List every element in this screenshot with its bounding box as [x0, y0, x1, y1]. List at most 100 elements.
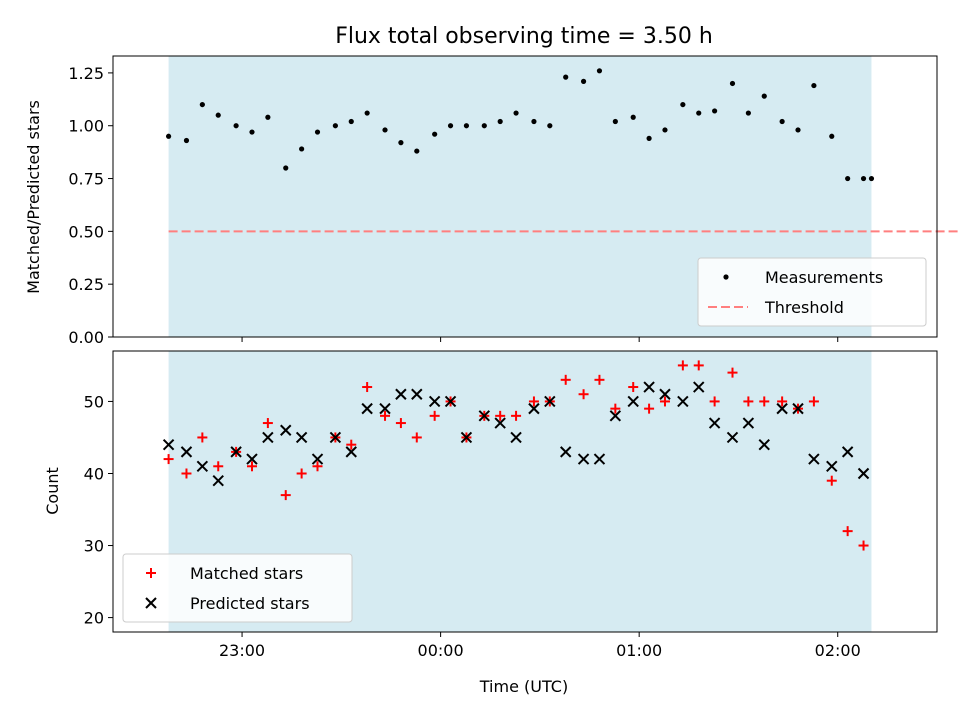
matched-stars-point — [659, 396, 670, 407]
legend-label: Threshold — [764, 298, 844, 317]
predicted-stars-point — [659, 388, 671, 400]
matched-stars-point — [197, 432, 208, 443]
measurement-point — [761, 93, 767, 99]
top-panel: 0.00 0.25 0.50 0.75 1.00 1.25 Matched/Predict… — [24, 55, 960, 347]
predicted-stars-point — [295, 431, 308, 444]
predicted-stars-point — [609, 410, 622, 422]
predicted-stars-point — [460, 431, 473, 444]
y-tick-label: 50 — [84, 392, 104, 411]
predicted-stars-point — [311, 453, 324, 465]
measurement-point — [249, 129, 255, 135]
matched-stars-point — [411, 432, 422, 443]
matched-stars-point — [495, 410, 506, 421]
measurement-point — [233, 123, 239, 129]
matched-stars-point — [693, 360, 704, 371]
predicted-stars-point — [758, 438, 770, 451]
measurement-point — [432, 131, 438, 137]
predicted-stars-point — [478, 410, 491, 422]
predicted-stars-point — [693, 381, 705, 393]
matched-stars-point — [709, 396, 720, 407]
matched-stars-point — [346, 439, 357, 450]
matched-stars-point — [528, 396, 539, 407]
legend-marker — [146, 568, 156, 578]
top-plot-frame — [112, 55, 938, 338]
x-axis-label: Time (UTC) — [479, 677, 568, 696]
top-legend: Measurements Threshold — [697, 257, 927, 327]
matched-stars-point — [246, 461, 257, 472]
measurement-point — [547, 123, 553, 129]
legend-label: Matched stars — [190, 564, 303, 583]
predicted-stars-point — [180, 446, 193, 458]
matched-stars-point — [181, 468, 192, 479]
measurement-point — [364, 110, 370, 116]
measurement-point — [165, 133, 172, 139]
measurement-point — [779, 118, 785, 125]
measurement-point — [745, 110, 751, 116]
predicted-stars-point — [826, 460, 838, 472]
matched-stars-point — [380, 410, 391, 421]
predicted-stars-point — [510, 431, 522, 444]
bottom-plot-frame — [112, 350, 938, 633]
x-tick-label: 23:00 — [219, 641, 265, 660]
matched-stars-point — [826, 475, 837, 486]
matched-stars-point — [628, 382, 639, 393]
predicted-stars-point — [345, 446, 357, 458]
matched-stars-point — [578, 389, 589, 400]
legend-box — [697, 257, 927, 327]
matched-stars-point — [858, 540, 869, 551]
measurement-point — [199, 101, 205, 108]
x-tick-label: 01:00 — [616, 641, 662, 660]
predicted-stars-point — [559, 446, 572, 458]
y-tick-label: 0.00 — [68, 328, 104, 347]
predicted-stars-point — [577, 453, 590, 465]
y-tick-label: 0.50 — [68, 222, 104, 241]
matched-stars-point — [677, 360, 688, 371]
measurement-point — [596, 68, 603, 74]
measurement-point — [414, 148, 420, 154]
predicted-stars-point — [776, 402, 788, 415]
predicted-stars-point — [162, 438, 175, 451]
matched-stars-point — [511, 410, 522, 421]
measurement-point — [447, 123, 454, 129]
predicted-stars-point — [428, 395, 441, 408]
y-tick-label: 40 — [84, 464, 104, 483]
predicted-stars-point — [708, 417, 721, 429]
y-tick-label: 1.25 — [68, 64, 104, 83]
predicted-stars-point — [395, 388, 407, 400]
measurement-point — [729, 80, 736, 87]
matched-stars-point — [395, 418, 406, 429]
measurement-point — [612, 118, 618, 125]
measurement-point — [497, 118, 503, 125]
predicted-stars-point — [528, 402, 540, 415]
predicted-stars-point — [841, 446, 854, 458]
x-tick-label: 02:00 — [815, 641, 861, 660]
predicted-stars-point — [677, 395, 689, 408]
matched-stars-point — [594, 374, 605, 385]
predicted-stars-point — [246, 453, 258, 465]
matched-stars-point — [842, 526, 853, 537]
measurement-point — [398, 140, 404, 146]
matched-stars-point — [644, 403, 655, 414]
predicted-stars-point — [230, 446, 242, 458]
matched-stars-point — [296, 468, 307, 479]
matched-stars-point — [759, 396, 770, 407]
measurement-point — [332, 123, 338, 129]
y-tick-label: 20 — [84, 609, 104, 628]
matched-stars-point — [280, 490, 291, 501]
predicted-stars-point — [196, 460, 209, 472]
measurement-point — [563, 74, 569, 80]
measurement-point — [283, 165, 289, 171]
matched-stars-point — [262, 418, 273, 429]
measurement-point — [680, 101, 686, 108]
matched-stars-point — [777, 396, 788, 407]
matched-stars-point — [743, 396, 754, 407]
measurement-point — [860, 175, 867, 182]
measurement-point — [811, 82, 817, 89]
predicted-stars-point — [857, 467, 870, 480]
matched-stars-point — [808, 396, 819, 407]
predicted-stars-point — [544, 395, 556, 408]
y-tick-label: 1.00 — [68, 117, 104, 136]
